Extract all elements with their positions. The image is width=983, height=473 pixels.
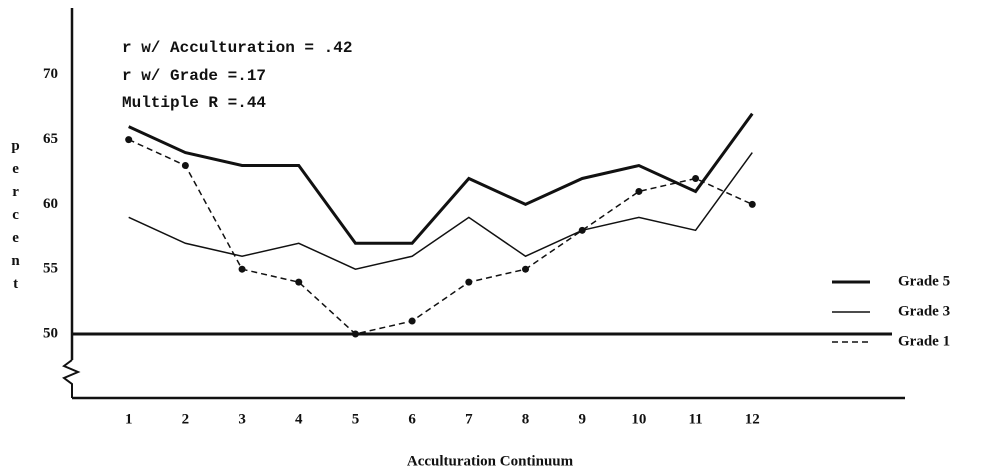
- point: [238, 265, 246, 273]
- x-tick-label: 9: [578, 411, 586, 427]
- x-tick-label: 7: [465, 411, 473, 427]
- x-tick-label: 8: [522, 411, 530, 427]
- series-line: [128, 152, 753, 270]
- legend-label: Grade 1: [898, 333, 950, 349]
- axis-break: [62, 359, 81, 398]
- x-axis-label: Acculturation Continuum: [407, 453, 574, 469]
- y-tick-label: 60: [43, 196, 58, 212]
- y-axis-label: percent: [8, 138, 24, 299]
- point: [295, 278, 303, 286]
- x-tick-label: 5: [352, 411, 360, 427]
- x-tick-label: 4: [295, 411, 303, 427]
- legend-label: Grade 3: [898, 303, 950, 319]
- annotation: Multiple R =.44: [122, 94, 266, 112]
- point: [351, 330, 359, 338]
- point: [125, 136, 133, 144]
- point: [522, 265, 530, 273]
- annotation: r w/ Acculturation = .42: [122, 39, 352, 57]
- x-tick-label: 1: [125, 411, 133, 427]
- point: [181, 162, 189, 170]
- x-tick-label: 2: [182, 411, 190, 427]
- point: [578, 226, 586, 234]
- y-tick-label: 55: [43, 261, 58, 277]
- legend-label: Grade 5: [898, 273, 950, 289]
- point: [748, 200, 756, 208]
- series-line: [128, 138, 753, 335]
- point: [465, 278, 473, 286]
- point: [635, 187, 643, 195]
- x-tick-label: 3: [238, 411, 246, 427]
- y-tick-label: 70: [43, 66, 58, 82]
- point: [692, 174, 700, 182]
- annotation: r w/ Grade =.17: [122, 67, 266, 85]
- x-tick-label: 10: [631, 411, 646, 427]
- y-tick-label: 50: [43, 325, 58, 341]
- x-tick-label: 6: [408, 411, 416, 427]
- x-tick-label: 12: [745, 411, 760, 427]
- y-tick-label: 65: [43, 131, 58, 147]
- x-tick-label: 11: [688, 411, 702, 427]
- series-line: [128, 112, 754, 245]
- point: [408, 317, 416, 325]
